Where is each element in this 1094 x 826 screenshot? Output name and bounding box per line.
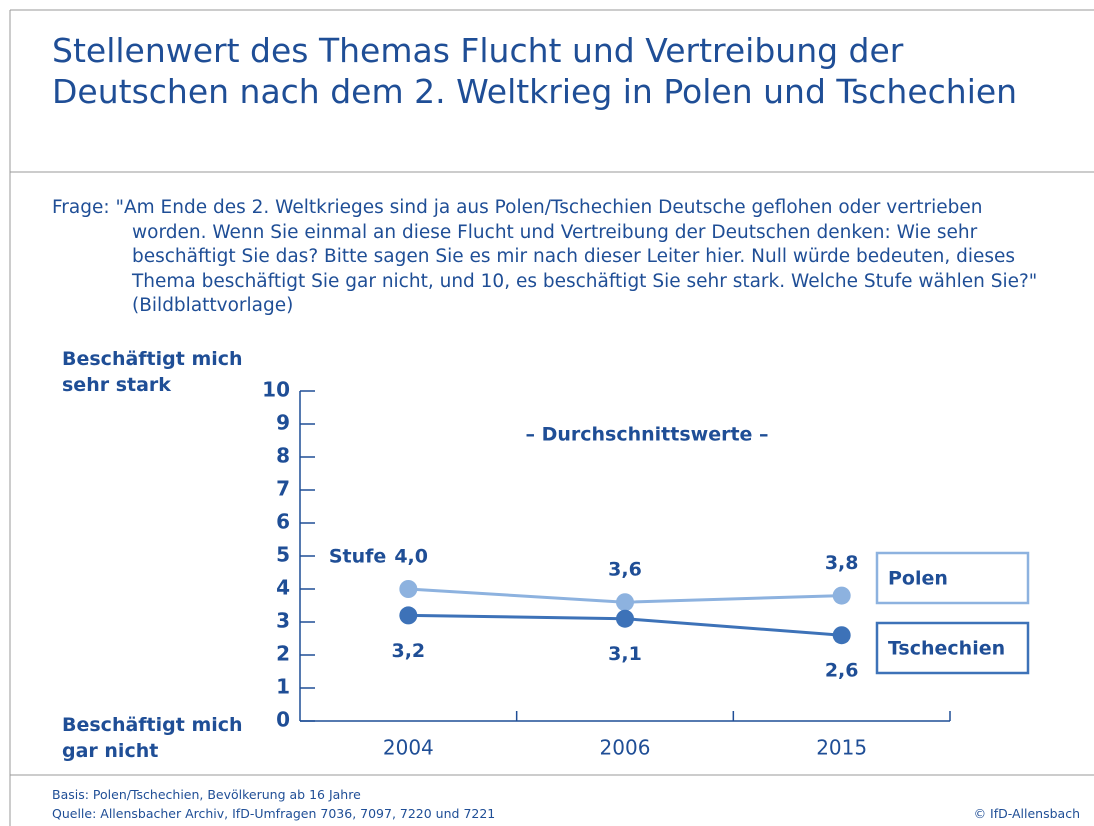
y-tick-label: 3 [276,609,290,633]
value-label: 3,1 [608,643,642,665]
question: Frage: "Am Ende des 2. Weltkrieges sind … [52,197,1038,316]
value-label: 2,6 [825,660,859,682]
y-label-top-text: Beschäftigt mich sehr stark [62,348,243,396]
y-label-bottom: Beschäftigt mich gar nicht [62,714,243,762]
point [832,626,851,645]
y-tick-label: 8 [276,444,290,468]
y-tick-label: 10 [262,378,290,402]
value-label: 3,8 [825,552,859,574]
x-tick-label: 2004 [383,736,434,760]
value-label: 4,0 [394,546,428,568]
point [616,609,634,628]
y-tick-label: 5 [276,543,290,567]
value-label: 3,6 [608,559,642,581]
legend-box [875,551,1030,605]
y-tick-label: 7 [276,477,290,501]
y-tick-label: 1 [276,675,290,699]
y-tick-label: 4 [276,576,290,600]
y-label-top: Beschäftigt mich sehr stark [62,348,243,396]
point [399,580,418,598]
y-tick-label: 6 [276,510,290,534]
y-tick-label: 0 [276,708,290,732]
subtitle: – Durchschnittswerte – [525,424,768,446]
y-tick-label: 2 [276,642,290,666]
x-tick-label: 2015 [816,736,867,760]
y-label-bottom-text: Beschäftigt mich gar nicht [62,714,243,762]
legend-label: Tschechien [888,638,1005,660]
y-tick-label: 9 [276,411,290,435]
point [616,593,634,612]
legend-box [875,621,1030,675]
copyright: © IfD-Allensbach [973,806,1080,821]
legend-label: Polen [888,568,948,590]
value-label: 3,2 [391,640,425,662]
title: Stellenwert des Themas Flucht und Vertre… [52,31,1018,111]
basis: Basis: Polen/Tschechien, Bevölkerung ab … [52,787,361,802]
point [832,586,851,605]
source: Quelle: Allensbacher Archiv, IfD-Umfrage… [52,806,496,821]
annotation: Stufe [329,546,386,568]
x-tick-label: 2006 [600,736,651,760]
point [399,606,418,625]
